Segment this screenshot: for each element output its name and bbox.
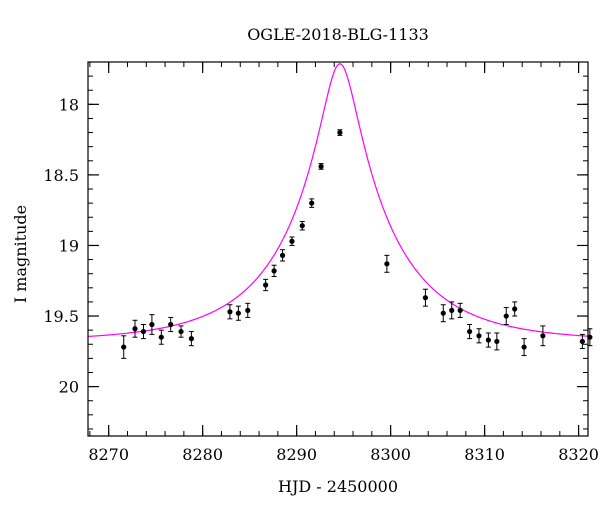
y-tick-label: 20 [59,378,79,397]
data-marker [245,307,251,313]
data-marker [235,310,241,316]
data-point [337,129,343,136]
data-marker [149,321,155,328]
data-points [121,129,593,359]
data-marker [503,313,509,319]
data-marker [309,200,315,206]
y-tick-label: 19 [59,236,79,255]
data-marker [422,295,429,301]
data-point [227,304,233,320]
data-marker [227,309,233,315]
data-point [245,302,251,318]
y-tick-label: 18 [59,95,79,114]
data-marker [512,306,518,312]
x-tick-label: 8310 [464,445,505,464]
data-marker [289,238,295,244]
y-axis-title: I magnitude [11,205,30,303]
data-point [271,264,277,278]
data-point [494,332,500,351]
data-marker [158,334,164,340]
data-point [440,304,446,323]
data-point [449,301,455,320]
y-tick-labels: 18 18.5 19 19.5 20 [43,95,79,396]
data-marker [140,328,147,335]
data-marker [521,344,527,350]
x-tick-label: 8290 [276,445,317,464]
data-point [263,278,269,292]
data-point [476,328,482,344]
data-marker [457,307,463,313]
data-point [457,302,463,318]
data-point [384,254,390,273]
data-marker [279,252,286,258]
data-point [279,249,286,262]
data-point [132,319,138,338]
major-ticks [88,62,588,436]
data-point [521,338,527,357]
x-tick-label: 8300 [370,445,411,464]
x-tick-label: 8270 [88,445,129,464]
data-point [178,325,184,338]
data-point [579,333,585,349]
data-marker [271,268,277,274]
x-tick-labels: 8270 8280 8290 8300 8310 8320 [88,445,599,464]
data-marker [466,328,473,335]
data-marker [476,333,482,339]
data-marker [318,163,324,170]
data-marker [337,129,343,136]
data-point [318,163,324,170]
minor-ticks [88,61,588,436]
data-marker [540,333,546,339]
data-point [289,236,295,246]
data-point [149,314,155,335]
data-point [140,324,147,340]
chart-title: OGLE-2018-BLG-1133 [247,25,429,44]
data-marker [132,326,138,332]
data-point [168,316,174,333]
data-marker [168,321,174,328]
y-tick-label: 19.5 [43,307,79,326]
data-point [121,335,127,359]
data-marker [485,337,491,343]
data-marker [178,328,184,335]
plot-frame [87,61,589,437]
data-point [299,220,305,231]
x-tick-label: 8280 [182,445,223,464]
data-marker [449,307,455,313]
data-point [422,288,429,307]
data-point [235,305,241,321]
data-point [188,331,194,347]
x-tick-label: 8320 [558,445,599,464]
data-marker [263,282,269,288]
data-point [540,325,546,347]
x-axis-title: HJD - 2450000 [278,477,398,496]
data-marker [121,344,127,350]
data-marker [494,338,500,345]
data-point [466,324,473,340]
data-marker [299,223,305,229]
data-marker [579,338,585,345]
data-point [485,332,491,348]
data-point [309,198,315,208]
data-point [503,307,509,326]
data-point [158,329,164,345]
y-tick-label: 18.5 [43,166,79,185]
data-point [512,301,518,317]
data-marker [440,310,446,316]
data-marker [188,336,194,342]
model-curve [87,63,589,338]
data-marker [384,261,390,267]
